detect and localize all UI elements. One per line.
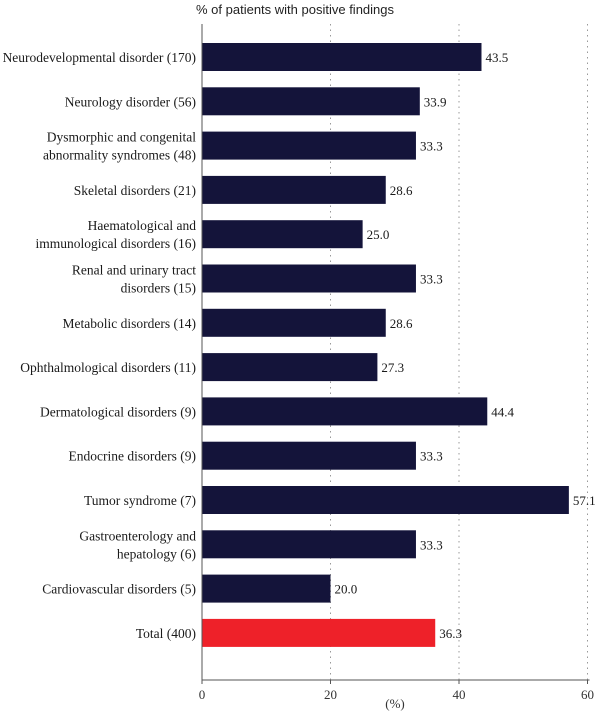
x-axis: 0 20 40 60 bbox=[199, 24, 594, 702]
bar bbox=[202, 618, 436, 647]
bar bbox=[202, 353, 378, 382]
bar bbox=[202, 574, 331, 603]
x-tick-label: 40 bbox=[453, 687, 466, 702]
value-label: 33.3 bbox=[420, 139, 443, 154]
x-tick-label: 20 bbox=[324, 687, 337, 702]
bar bbox=[202, 43, 482, 71]
bars bbox=[202, 43, 569, 647]
category-label: Renal and urinary tract disorders (15) bbox=[72, 263, 196, 296]
category-label: Endocrine disorders (9) bbox=[69, 449, 196, 464]
x-tick-label: 0 bbox=[199, 687, 206, 702]
value-label: 33.3 bbox=[420, 272, 443, 287]
x-tick-label: 60 bbox=[581, 687, 594, 702]
chart-title: % of patients with positive findings bbox=[196, 2, 394, 17]
value-label: 25.0 bbox=[367, 227, 390, 242]
category-label: Cardiovascular disorders (5) bbox=[42, 582, 196, 597]
value-label: 27.3 bbox=[381, 360, 404, 375]
value-label: 33.3 bbox=[420, 537, 443, 552]
bar bbox=[202, 486, 569, 514]
value-label: 33.9 bbox=[424, 94, 447, 109]
value-label: 57.1 bbox=[573, 493, 596, 508]
value-label: 20.0 bbox=[335, 582, 358, 597]
value-label: 28.6 bbox=[390, 316, 413, 331]
category-label: Gastroenterology and hepatology (6) bbox=[79, 528, 196, 561]
grid bbox=[330, 24, 588, 680]
bar bbox=[202, 131, 416, 160]
value-label: 36.3 bbox=[439, 626, 462, 641]
category-labels: Neurodevelopmental disorder (170) Neurolo… bbox=[3, 50, 197, 641]
category-label: Tumor syndrome (7) bbox=[84, 493, 196, 508]
category-label: Haematological and immunological disorder… bbox=[36, 218, 197, 251]
category-label: Total (400) bbox=[136, 626, 196, 641]
bar bbox=[202, 397, 488, 426]
bar bbox=[202, 175, 386, 204]
category-label: Neurology disorder (56) bbox=[65, 94, 196, 109]
category-label: Neurodevelopmental disorder (170) bbox=[3, 50, 196, 65]
category-label: Metabolic disorders (14) bbox=[63, 316, 196, 331]
category-label: Skeletal disorders (21) bbox=[74, 183, 196, 198]
bar bbox=[202, 264, 416, 293]
category-label: Dermatological disorders (9) bbox=[40, 404, 196, 419]
x-axis-title: (%) bbox=[385, 696, 405, 711]
value-label: 44.4 bbox=[491, 404, 514, 419]
category-label: Dysmorphic and congenital abnormality syn… bbox=[43, 130, 196, 163]
bar bbox=[202, 530, 416, 559]
value-label: 33.3 bbox=[420, 449, 443, 464]
value-label: 28.6 bbox=[390, 183, 413, 198]
bar bbox=[202, 87, 420, 116]
bar bbox=[202, 220, 363, 249]
category-label: Ophthalmological disorders (11) bbox=[20, 360, 196, 375]
value-label: 43.5 bbox=[485, 50, 508, 65]
value-labels: 43.5 33.9 33.3 28.6 25.0 33.3 28.6 27.3 44.4 33.3… bbox=[335, 50, 596, 641]
bar bbox=[202, 308, 386, 337]
bar bbox=[202, 441, 416, 470]
